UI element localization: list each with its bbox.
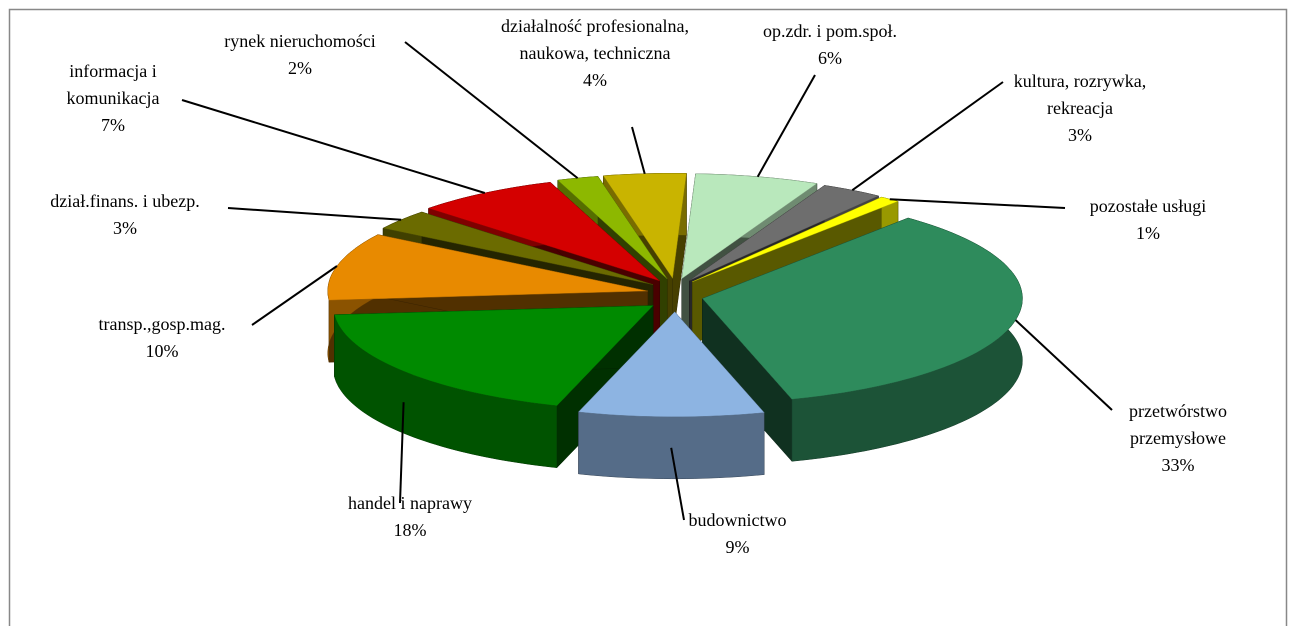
leader-line: [404, 41, 579, 179]
leader-line: [399, 402, 405, 504]
data-label: pozostałe usługi 1%: [1048, 193, 1248, 247]
slice: [577, 311, 765, 418]
slice: [334, 305, 654, 406]
category-label: budownictwo: [688, 510, 787, 530]
leader-line: [756, 74, 816, 178]
slice-wall: [578, 411, 765, 480]
value-label: 6%: [818, 48, 842, 68]
slice: [701, 217, 1023, 400]
data-label: działalność profesionalna, naukowa, tech…: [490, 13, 700, 94]
value-label: 4%: [583, 70, 607, 90]
leader-line: [889, 198, 1066, 209]
value-label: 3%: [113, 218, 137, 238]
leader-line: [631, 126, 646, 174]
value-label: 10%: [145, 341, 179, 361]
category-label: transp.,gosp.mag.: [98, 314, 226, 334]
data-label: op.zdr. i pom.społ. 6%: [720, 18, 940, 72]
category-label: dział.finans. i ubezp.: [50, 191, 200, 211]
category-label: pozostałe usługi: [1089, 196, 1207, 216]
leader-line: [181, 99, 486, 194]
chart-border: [8, 8, 1288, 626]
value-label: 1%: [1136, 223, 1160, 243]
category-label: przetwórstwo przemysłowe: [1129, 401, 1227, 448]
data-label: przetwórstwo przemysłowe 33%: [1098, 398, 1258, 479]
leader-line: [227, 207, 402, 221]
value-label: 18%: [393, 520, 427, 540]
value-label: 7%: [101, 115, 125, 135]
value-label: 9%: [725, 537, 750, 557]
data-label: transp.,gosp.mag. 10%: [62, 311, 262, 365]
data-label: handel i naprawy 18%: [310, 490, 510, 544]
leader-line: [851, 81, 1004, 192]
value-label: 33%: [1161, 455, 1195, 475]
value-label: 3%: [1068, 125, 1092, 145]
data-label: kultura, rozrywka, rekreacja 3%: [995, 68, 1165, 149]
slice: [427, 182, 660, 282]
data-label: rynek nieruchomości 2%: [180, 28, 420, 82]
value-label: 2%: [288, 58, 312, 78]
leader-line: [1014, 319, 1113, 411]
category-label: działalność profesionalna, naukowa, tech…: [501, 16, 689, 63]
category-label: handel i naprawy: [348, 493, 472, 513]
data-label: informacja i komunikacja 7%: [28, 58, 198, 139]
category-label: informacja i komunikacja: [66, 61, 160, 108]
category-label: rynek nieruchomości: [224, 31, 376, 51]
category-label: op.zdr. i pom.społ.: [763, 21, 897, 41]
data-label: dział.finans. i ubezp. 3%: [5, 188, 245, 242]
leader-line: [670, 447, 685, 521]
data-label: budownictwo 9%: [655, 507, 820, 561]
leader-line: [251, 265, 338, 326]
category-label: kultura, rozrywka, rekreacja: [1013, 71, 1147, 118]
